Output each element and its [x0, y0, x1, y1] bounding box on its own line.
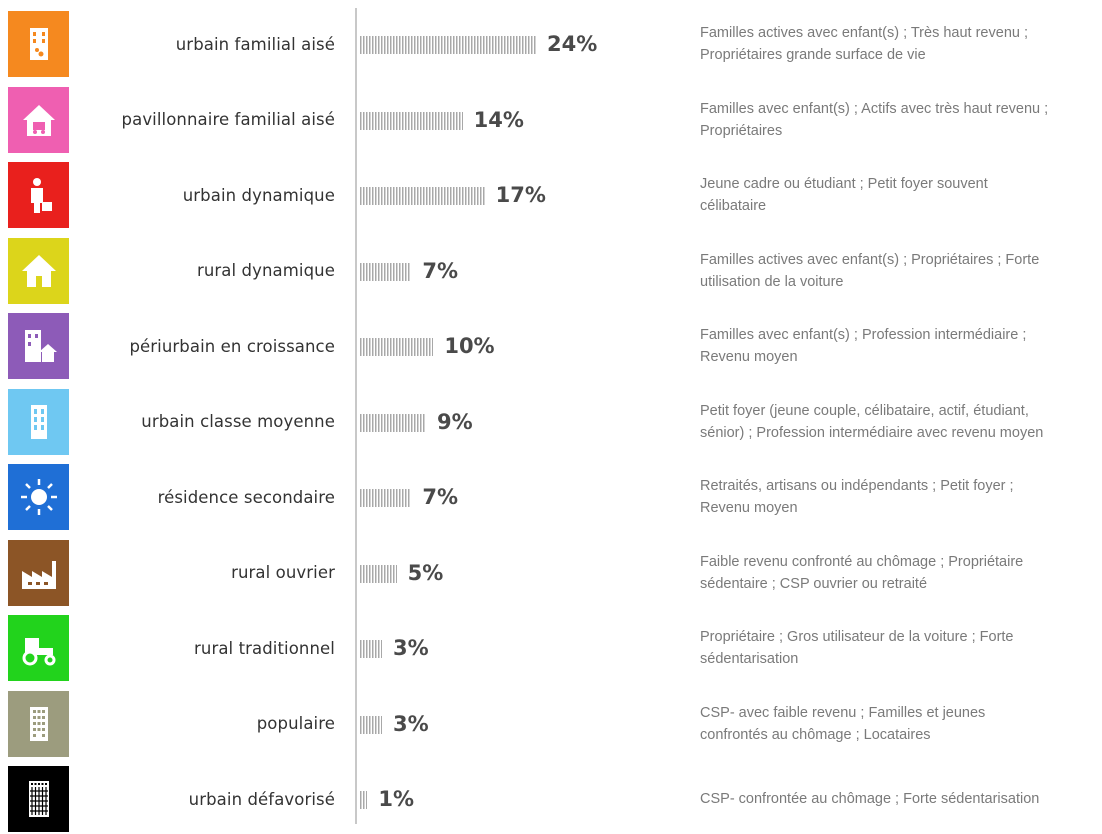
building-family-icon — [8, 11, 69, 77]
category-description: Familles actives avec enfant(s) ; Propri… — [700, 236, 1100, 306]
description-line: Propriétaires grande surface de vie — [700, 47, 926, 63]
bar — [360, 715, 382, 734]
house-icon — [8, 237, 69, 304]
category-description: Familles avec enfant(s) ; Profession int… — [700, 311, 1100, 381]
category-label: rural traditionnel — [194, 638, 335, 658]
bar-value-label: 9% — [437, 409, 473, 434]
category-description: Jeune cadre ou étudiant ; Petit foyer so… — [700, 160, 1100, 230]
house-stroller-icon — [8, 86, 69, 153]
bar-value-label: 14% — [473, 107, 524, 132]
category-description: Faible revenu confronté au chômage ; Pro… — [700, 538, 1100, 608]
bar — [360, 791, 368, 809]
description-line: Revenu moyen — [700, 349, 798, 365]
description-line: CSP- confrontée au chômage ; Forte séden… — [700, 791, 1040, 807]
description-line: Petit foyer (jeune couple, célibataire, … — [700, 402, 1029, 419]
chart-row: rural ouvrier 5% Faible revenu confronté a… — [0, 538, 1102, 608]
description-line: confrontés au chômage ; Locataires — [700, 726, 931, 743]
category-description: Propriétaire ; Gros utilisateur de la vo… — [700, 613, 1100, 683]
chart-row: urbain familial aisé 24% Familles actives … — [0, 9, 1102, 79]
description-line: Familles avec enfant(s) ; Profession int… — [700, 327, 1027, 343]
bar-value-label: 5% — [407, 560, 444, 585]
description-line: sédentarisation — [700, 651, 799, 667]
businessman-icon — [8, 162, 69, 228]
chart-row: urbain défavorisé 1% CSP- confrontée au ch… — [0, 764, 1102, 834]
bar-axis-line — [355, 8, 357, 824]
category-description: Retraités, artisans ou indépendants ; Pe… — [700, 462, 1100, 532]
tractor-icon — [8, 615, 69, 681]
category-label: périurbain en croissance — [129, 336, 335, 356]
category-label: résidence secondaire — [157, 487, 335, 507]
bar-value-label: 10% — [444, 334, 495, 358]
category-description: Familles avec enfant(s) ; Actifs avec tr… — [700, 85, 1100, 155]
category-description: Familles actives avec enfant(s) ; Très h… — [700, 9, 1100, 79]
chart-row: populaire 3% CSP- avec faible revenu ; Fam… — [0, 689, 1102, 759]
bar-value-label: 7% — [422, 258, 458, 283]
description-line: Revenu moyen — [700, 500, 798, 516]
category-label: rural ouvrier — [231, 563, 335, 582]
tower-block-icon — [8, 690, 69, 757]
description-line: Jeune cadre ou étudiant ; Petit foyer so… — [700, 176, 988, 192]
chart-row: périurbain en croissance 10% Familles avec… — [0, 311, 1102, 381]
chart-row: rural traditionnel 3% Propriétaire ; Gros … — [0, 613, 1102, 683]
bar — [360, 36, 536, 54]
category-label: urbain dynamique — [182, 185, 335, 205]
description-line: célibataire — [700, 198, 767, 214]
bar-value-label: 24% — [547, 32, 598, 56]
factory-icon — [8, 539, 69, 606]
apartment-building-icon — [8, 388, 69, 455]
bar — [360, 262, 412, 281]
bar-value-label: 17% — [495, 183, 546, 207]
description-line: Faible revenu confronté au chômage ; Pro… — [700, 553, 1024, 570]
bar — [360, 187, 485, 205]
category-description: CSP- confrontée au chômage ; Forte séden… — [700, 764, 1100, 834]
category-description: CSP- avec faible revenu ; Familles et je… — [700, 689, 1100, 759]
description-line: CSP- avec faible revenu ; Familles et je… — [700, 704, 986, 721]
category-label: populaire — [256, 714, 335, 733]
category-label: urbain classe moyenne — [141, 412, 335, 431]
chart-row: urbain classe moyenne 9% Petit foyer (jeun… — [0, 387, 1102, 457]
chart-row: résidence secondaire 7% Retraités, artisan… — [0, 462, 1102, 532]
description-line: sédentaire ; CSP ouvrier ou retraité — [700, 575, 928, 592]
bar — [360, 489, 412, 507]
description-line: utilisation de la voiture — [700, 273, 844, 290]
category-description: Petit foyer (jeune couple, célibataire, … — [700, 387, 1100, 457]
high-rise-icon — [8, 766, 69, 832]
bar-value-label: 1% — [378, 787, 414, 811]
bar-value-label: 3% — [393, 636, 429, 660]
building-house-icon — [8, 313, 69, 379]
bar — [360, 640, 382, 658]
category-label: pavillonnaire familial aisé — [121, 110, 335, 129]
description-line: Familles avec enfant(s) ; Actifs avec tr… — [700, 100, 1049, 117]
sun-icon — [8, 464, 69, 530]
description-line: Familles actives avec enfant(s) ; Très h… — [700, 25, 1028, 41]
description-line: Propriétaire ; Gros utilisateur de la vo… — [700, 629, 1014, 645]
bar — [360, 413, 426, 432]
chart-row: rural dynamique 7% Familles actives avec e… — [0, 236, 1102, 306]
chart-row: pavillonnaire familial aisé 14% Familles a… — [0, 85, 1102, 155]
bar-value-label: 7% — [422, 485, 458, 509]
bar — [360, 338, 434, 356]
category-label: urbain familial aisé — [175, 34, 335, 54]
bar — [360, 111, 463, 130]
description-line: sénior) ; Profession intermédiaire avec … — [700, 424, 1044, 441]
bar — [360, 564, 397, 583]
description-line: Propriétaires — [700, 122, 783, 139]
description-line: Retraités, artisans ou indépendants ; Pe… — [700, 478, 1014, 494]
bar-value-label: 3% — [393, 711, 429, 736]
description-line: Familles actives avec enfant(s) ; Propri… — [700, 251, 1040, 268]
chart-row: urbain dynamique 17% Jeune cadre ou étudia… — [0, 160, 1102, 230]
category-label: urbain défavorisé — [188, 789, 335, 809]
category-label: rural dynamique — [196, 261, 335, 280]
